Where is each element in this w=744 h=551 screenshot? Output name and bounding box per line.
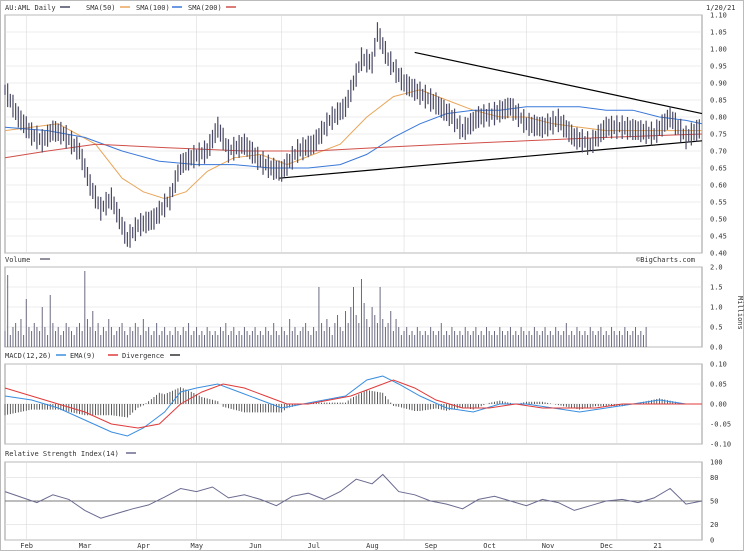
price-y-tick-label: 0.90 — [710, 80, 727, 88]
month-label: Nov — [542, 542, 555, 550]
price-y-tick-label: 0.75 — [710, 131, 727, 139]
price-grid — [5, 14, 702, 254]
month-label: May — [191, 542, 204, 550]
macd-y-tick-label: -0.05 — [710, 421, 731, 429]
sma100-label: SMA(100) — [136, 4, 170, 12]
sma200-label: SMA(200) — [188, 4, 222, 12]
month-label: Mar — [79, 542, 92, 550]
macd-line — [4, 375, 702, 437]
rsi-y-tick-label: 0 — [710, 537, 714, 545]
macd-series — [4, 375, 702, 437]
chart-date: 1/20/21 — [706, 4, 736, 12]
price-y-tick-label: 0.85 — [710, 97, 727, 105]
ticker-label: AU:AML Daily — [5, 4, 56, 12]
macd-title: MACD(12,26) — [5, 352, 51, 360]
price-y-tick-label: 0.95 — [710, 63, 727, 71]
price-y-tick-label: 1.05 — [710, 29, 727, 37]
macd-y-tick-label: -0.10 — [710, 441, 731, 449]
rsi-line — [4, 473, 703, 519]
macd-y-tick-label: 0.00 — [710, 401, 727, 409]
volume-y-tick-label: 0.0 — [710, 344, 723, 352]
price-y-tick-label: 0.65 — [710, 165, 727, 173]
rsi-y-tick-label: 80 — [710, 474, 718, 482]
macd-ema-line — [4, 379, 702, 429]
month-label: Feb — [20, 542, 33, 550]
volume-y-tick-label: 2.0 — [710, 264, 723, 272]
rsi-y-tick-label: 100 — [710, 459, 723, 467]
month-label: Sep — [425, 542, 438, 550]
price-series — [4, 22, 703, 248]
volume-y-ticks: 2.0 1.5 1.0 0.5 0.0 — [710, 264, 723, 352]
macd-y-tick-label: 0.05 — [710, 381, 727, 389]
month-label: Jun — [249, 542, 262, 550]
volume-title: Volume — [5, 256, 30, 264]
month-label: Jul — [308, 542, 321, 550]
rsi-y-tick-label: 50 — [710, 498, 718, 506]
price-y-tick-label: 0.55 — [710, 199, 727, 207]
sma50-label: SMA(50) — [86, 4, 116, 12]
volume-bars — [4, 271, 647, 347]
sma-line-1 — [4, 106, 703, 169]
price-y-ticks: 1.10 1.05 1.00 0.95 0.90 0.85 0.80 0.75 0.70 0.65… — [710, 12, 727, 258]
price-y-tick-label: 0.80 — [710, 114, 727, 122]
price-y-tick-label: 1.10 — [710, 12, 727, 20]
rsi-series — [4, 473, 703, 519]
month-label: Oct — [483, 542, 496, 550]
volume-y-tick-label: 0.5 — [710, 324, 723, 332]
rsi-y-tick-label: 20 — [710, 521, 718, 529]
rsi-title: Relative Strength Index(14) — [5, 450, 119, 458]
macd-y-tick-label: 0.10 — [710, 361, 727, 369]
volume-unit-label: Millions — [736, 296, 744, 330]
macd-y-ticks: 0.10 0.05 0.00 -0.05 -0.10 — [710, 361, 731, 449]
month-label: Apr — [137, 542, 150, 550]
bigcharts-watermark: ©BigCharts.com — [636, 256, 695, 264]
sma-line-0 — [4, 89, 702, 200]
month-label: Aug — [366, 542, 379, 550]
price-y-tick-label: 0.45 — [710, 233, 727, 241]
macd-grid — [5, 363, 702, 445]
volume-y-tick-label: 1.5 — [710, 284, 723, 292]
rsi-grid — [5, 461, 702, 541]
price-y-tick-label: 0.40 — [710, 250, 727, 258]
month-label: Dec — [600, 542, 613, 550]
divergence-label: Divergence — [122, 352, 164, 360]
price-y-tick-label: 0.60 — [710, 182, 727, 190]
volume-y-tick-label: 1.0 — [710, 304, 723, 312]
price-y-tick-label: 1.00 — [710, 46, 727, 54]
price-y-tick-label: 0.50 — [710, 216, 727, 224]
macd-ema-label: EMA(9) — [70, 352, 95, 360]
month-axis: Feb Mar Apr May Jun Jul Aug Sep Oct Nov Dec 21 — [20, 542, 662, 550]
rsi-y-ticks: 100 80 50 20 0 — [710, 459, 723, 545]
price-y-tick-label: 0.70 — [710, 148, 727, 156]
trendline-1 — [414, 51, 703, 115]
trendline-0 — [278, 140, 703, 179]
month-label: 21 — [653, 542, 661, 550]
